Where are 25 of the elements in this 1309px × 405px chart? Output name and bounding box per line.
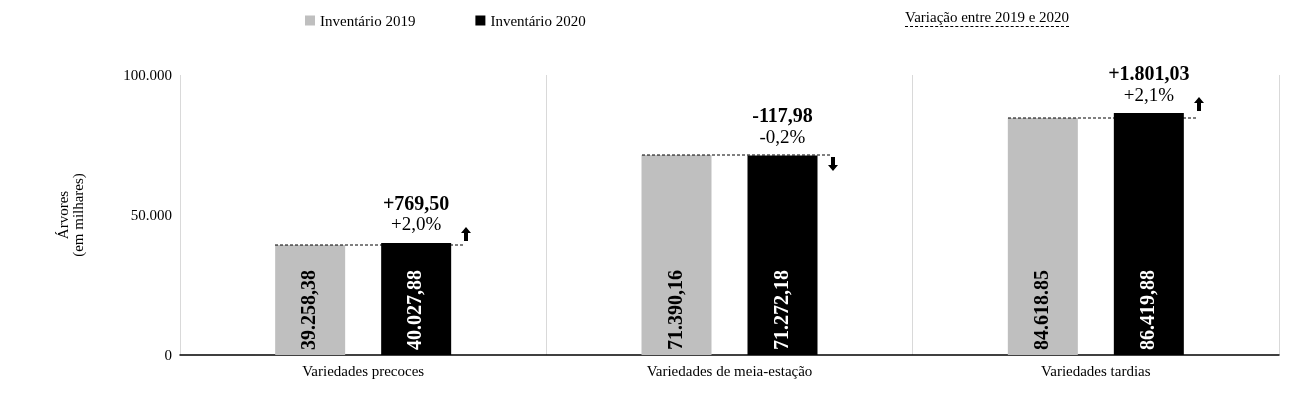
annotation: -117,98	[752, 104, 813, 127]
annotation: -0,2%	[759, 125, 806, 147]
x-tick-label: Variedades tardias	[1041, 362, 1151, 379]
y-tick-label: 0	[164, 347, 172, 363]
legend-label: Inventário 2019	[320, 12, 416, 29]
data-label: 71.390,16	[663, 270, 686, 350]
data-label: 84.618.85	[1029, 270, 1052, 350]
x-tick-label: Variedades precoces	[302, 362, 425, 379]
bar	[275, 245, 346, 355]
y-tick-label: 50.000	[130, 207, 172, 223]
bar	[1007, 118, 1078, 355]
y-axis-title: Árvores (em milhares)	[54, 173, 87, 257]
text: Variação entre 2019 e 2020	[905, 8, 1070, 27]
data-label: 40.027,88	[403, 270, 426, 350]
annotation: +769,50	[382, 191, 450, 214]
annotation: +2,0%	[391, 213, 442, 235]
x-tick-label: Variedades de meia-estação	[646, 362, 813, 379]
bar	[641, 155, 712, 355]
y-tick-label: 100.000	[123, 67, 172, 83]
data-label: 39.258,38	[297, 270, 320, 350]
annotation: +1.801,03	[1108, 62, 1190, 85]
data-label: 71.272,18	[769, 270, 792, 350]
annotation: +2,1%	[1123, 83, 1175, 105]
legend-label: Inventário 2020	[490, 12, 586, 29]
data-label: 86.419,88	[1135, 270, 1158, 350]
